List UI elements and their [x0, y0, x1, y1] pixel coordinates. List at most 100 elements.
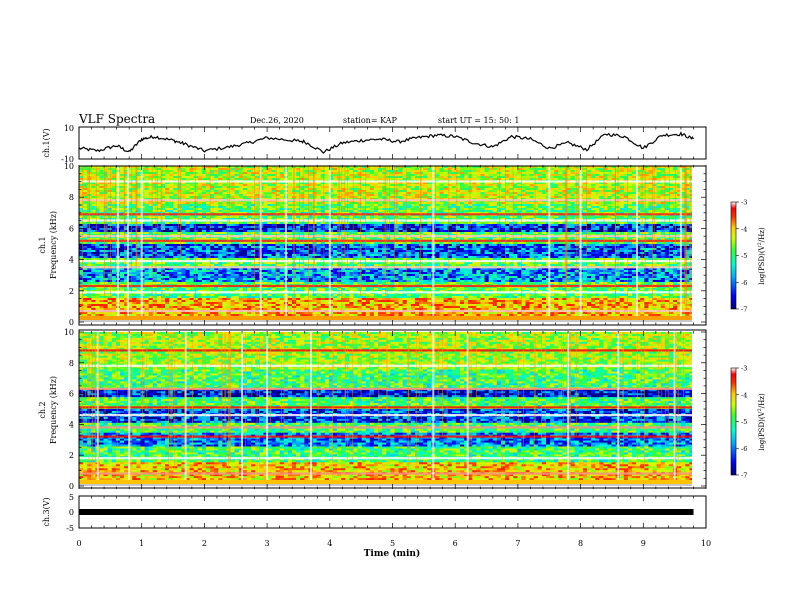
- spectrogram-cell: [222, 224, 227, 227]
- spectrogram-cell: [513, 202, 518, 205]
- spectrogram-cell: [214, 210, 219, 213]
- spectrogram-cell: [468, 174, 473, 177]
- spectrogram-cell: [205, 208, 211, 211]
- spectrogram-cell: [263, 210, 268, 213]
- spectrogram-cell: [83, 218, 88, 221]
- spectrogram-cell: [447, 172, 453, 175]
- spectrogram-cell: [476, 172, 481, 175]
- spectrogram-cell: [464, 218, 469, 221]
- spectrogram-cell: [681, 206, 686, 209]
- spectrogram-cell: [242, 216, 248, 219]
- spectrogram-cell: [414, 192, 420, 195]
- spectrogram-cell: [144, 186, 150, 189]
- spectrogram-cell: [414, 174, 420, 177]
- spectrogram-cell: [406, 192, 412, 195]
- spectrogram-cell: [83, 202, 88, 205]
- spectrogram-cell: [349, 224, 354, 227]
- spectrogram-cell: [541, 178, 547, 181]
- spectrogram-cell: [246, 176, 252, 179]
- spectrogram-cell: [513, 208, 518, 211]
- spectrogram-cell: [537, 190, 543, 193]
- spectrogram-cell: [83, 178, 88, 181]
- spectrogram-cell: [124, 176, 129, 179]
- spectrogram-cell: [619, 204, 625, 207]
- spectrogram-cell: [287, 166, 293, 169]
- spectrogram-cell: [599, 186, 604, 189]
- ch1-spectrogram-image: [79, 166, 692, 322]
- spectrogram-cell: [332, 216, 338, 219]
- spectrogram-cell: [181, 188, 186, 191]
- spectrogram-cell: [652, 190, 657, 193]
- spectrogram-cell: [545, 216, 551, 219]
- spectrogram-cell: [660, 196, 666, 199]
- spectrogram-cell: [132, 170, 137, 173]
- spectrogram-cell: [619, 184, 625, 187]
- spectrogram-cell: [451, 170, 457, 173]
- spectrogram-cell: [611, 174, 617, 177]
- spectrogram-cell: [255, 184, 260, 187]
- spectrogram-cell: [197, 174, 203, 177]
- spectrogram-cell: [521, 186, 526, 189]
- spectrogram-cell: [324, 202, 330, 205]
- spectrogram-cell: [611, 196, 617, 199]
- spectrogram-cell: [611, 178, 617, 181]
- spectrogram-cell: [271, 204, 277, 207]
- spectrogram-cell: [685, 186, 690, 189]
- spectrogram-cell: [304, 222, 309, 225]
- spectrogram-cell: [201, 202, 207, 205]
- spectrogram-cell: [185, 184, 191, 187]
- spectrogram-cell: [414, 176, 420, 179]
- spectrogram-cell: [664, 168, 670, 171]
- spectrogram-cell: [500, 204, 506, 207]
- spectrogram-cell: [181, 190, 186, 193]
- spectrogram-cell: [459, 168, 465, 171]
- spectrogram-cell: [173, 216, 178, 219]
- spectrogram-cell: [152, 202, 158, 205]
- spectrogram-cell: [263, 192, 268, 195]
- spectrogram-cell: [439, 218, 444, 221]
- spectrogram-cell: [664, 174, 670, 177]
- spectrogram-cell: [169, 166, 174, 169]
- spectrogram-cell: [668, 202, 674, 205]
- spectrogram-cell: [275, 224, 281, 227]
- spectrogram-cell: [242, 186, 248, 189]
- spectrogram-cell: [459, 166, 465, 169]
- spectrogram-cell: [230, 190, 236, 193]
- spectrogram-cell: [521, 168, 526, 171]
- spectrogram-cell: [308, 184, 313, 187]
- spectrogram-cell: [132, 188, 137, 191]
- spectrogram-cell: [537, 184, 543, 187]
- station-label: station= KAP: [343, 116, 398, 125]
- spectrogram-cell: [488, 190, 494, 193]
- spectrogram-cell: [324, 186, 330, 189]
- spectrogram-cell: [410, 206, 416, 209]
- spectrogram-cell: [595, 174, 600, 177]
- spectrogram-cell: [242, 178, 248, 181]
- spectrogram-cell: [136, 184, 141, 187]
- spectrogram-cell: [545, 168, 551, 171]
- spectrogram-cell: [611, 206, 617, 209]
- spectrogram-cell: [627, 222, 633, 225]
- spectrogram-cell: [644, 218, 649, 221]
- spectrogram-cell: [566, 216, 571, 219]
- spectrogram-cell: [644, 174, 649, 177]
- spectrogram-cell: [611, 188, 617, 191]
- spectrogram-cell: [189, 190, 195, 193]
- spectrogram-cell: [271, 170, 277, 173]
- spectrogram-cell: [238, 186, 244, 189]
- spectrogram-cell: [197, 190, 203, 193]
- spectrogram-cell: [476, 182, 481, 185]
- spectrogram-cell: [148, 192, 154, 195]
- spectrogram-cell: [464, 202, 469, 205]
- spectrogram-cell: [611, 190, 617, 193]
- spectrogram-cell: [197, 218, 203, 221]
- spectrogram-cell: [263, 218, 268, 221]
- spectrogram-cell: [632, 168, 637, 171]
- spectrogram-cell: [562, 170, 567, 173]
- spectrogram-cell: [91, 194, 96, 197]
- spectrogram-cell: [300, 224, 305, 227]
- spectrogram-cell: [251, 210, 256, 213]
- spectrogram-cell: [537, 194, 543, 197]
- spectrogram-cell: [160, 170, 166, 173]
- spectrogram-cell: [447, 176, 453, 179]
